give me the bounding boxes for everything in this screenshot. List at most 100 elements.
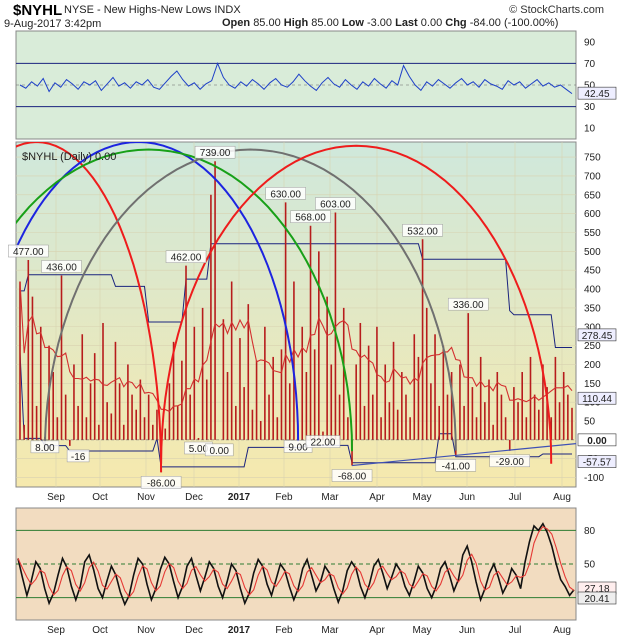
annotation-box (30, 440, 60, 454)
open-label: Open (222, 17, 251, 29)
annotation-box (489, 454, 530, 468)
annotation-box (165, 250, 207, 263)
annotation-box (290, 210, 331, 223)
last-label: Last (395, 17, 418, 29)
main-y-tick-label: 250 (584, 341, 601, 352)
annotation-label: 532.00 (407, 226, 438, 237)
price-label-box (577, 391, 617, 405)
annotation-label: 0.00 (209, 446, 229, 457)
rsi-line (19, 61, 573, 95)
stoch-x-tick-label: Apr (369, 625, 385, 636)
stoch-y-tick-label: 80 (584, 526, 596, 537)
stoch-x-tick-label: Jun (459, 625, 475, 636)
chart-symbol: $NYHL (13, 2, 63, 19)
cycle-arc-blue (16, 142, 300, 442)
annotation-label: 477.00 (13, 247, 44, 258)
stoch-y-tick-label: 50 (584, 560, 596, 571)
annotation-label: -41.00 (442, 461, 471, 472)
stoch-d-line (17, 526, 575, 599)
annotation-label: 462.00 (171, 253, 202, 264)
cycle-arc-red-1 (16, 142, 163, 473)
main-x-tick-label: Jul (509, 492, 522, 503)
stoch-x-tick-label: May (413, 625, 432, 636)
annotation-box (435, 459, 477, 472)
stoch-x-tick-label: Jul (509, 625, 522, 636)
moving-average (19, 281, 573, 413)
watermark: © StockCharts.com (509, 4, 604, 16)
high-label: High (283, 17, 309, 29)
ohlc-readout: Open 85.00 High 85.00 Low -3.00 Last 0.0… (222, 17, 558, 29)
main-y-tick-label: 350 (584, 303, 601, 314)
annotation-label: 336.00 (453, 300, 484, 311)
high-value: 85.00 (311, 17, 339, 29)
chg-label: Chg (445, 17, 467, 29)
main-y-tick-label: 200 (584, 360, 601, 371)
price-label-box (577, 433, 617, 447)
main-y-tick-label: 700 (584, 171, 601, 182)
annotation-box (41, 260, 82, 273)
main-y-tick-label: 300 (584, 322, 601, 333)
main-y-tick-label: 400 (584, 285, 601, 296)
low-label: Low (341, 17, 364, 29)
annotation-box (315, 197, 356, 210)
annotation-label: -16 (71, 452, 86, 463)
price-label-box (577, 328, 617, 342)
annotation-box (331, 469, 373, 482)
last-value: 0.00 (420, 17, 443, 29)
main-y-tick-label: 650 (584, 190, 601, 201)
rsi-y-tick-label: 30 (584, 102, 596, 113)
annotation-label: 5.00 (189, 444, 209, 455)
annotation-label: 630.00 (270, 189, 301, 200)
stoch-d-value-label: 27.18 (584, 584, 609, 595)
annotation-label: 568.00 (295, 213, 326, 224)
annotation-box (8, 244, 49, 258)
price-label-box (577, 455, 617, 468)
price-label: 278.45 (582, 331, 613, 342)
main-x-tick-label: Dec (185, 492, 203, 503)
stoch-x-tick-label: Sep (47, 625, 65, 636)
main-x-tick-label: Sep (47, 492, 65, 503)
price-label: 0.00 (587, 436, 607, 447)
annotation-box (265, 187, 306, 200)
stoch-k-value-box (577, 591, 617, 605)
rsi-value-box (577, 86, 617, 100)
main-x-tick-label: Jun (459, 492, 475, 503)
annotation-box (194, 145, 236, 159)
annotation-label: 739.00 (200, 148, 231, 159)
stoch-k-value-label: 20.41 (584, 594, 609, 605)
rsi-panel (15, 30, 577, 140)
chart-date: 9-Aug-2017 3:42pm (4, 18, 102, 30)
main-x-tick-label: May (413, 492, 432, 503)
main-x-tick-label: Feb (275, 492, 293, 503)
price-label: -57.57 (583, 458, 612, 469)
chg-value: -84.00 (-100.00%) (469, 17, 559, 29)
main-x-tick-label: Apr (369, 492, 385, 503)
annotation-box (66, 449, 90, 463)
annotation-label: 603.00 (320, 200, 351, 211)
stoch-x-tick-label: Aug (553, 625, 571, 636)
annotation-label: 8.00 (35, 443, 55, 454)
main-y-tick-label: 150 (584, 379, 601, 390)
main-legend: $NYHL (Daily) 0.00 (22, 151, 116, 163)
rsi-y-tick-label: 70 (584, 59, 596, 70)
stoch-x-tick-label: Nov (137, 625, 155, 636)
main-x-tick-label: Aug (553, 492, 571, 503)
stoch-k-line (17, 522, 575, 607)
annotation-box (140, 476, 182, 489)
stoch-x-tick-label: 2017 (228, 625, 251, 636)
annotation-label: -29.00 (496, 457, 525, 468)
stoch-x-tick-label: Dec (185, 625, 203, 636)
rsi-value-label: 42.45 (584, 89, 609, 100)
main-y-tick-label: 50 (584, 417, 596, 428)
main-y-tick-label: 450 (584, 266, 601, 277)
cycle-arc-red-2 (160, 144, 553, 464)
main-x-tick-label: Mar (321, 492, 339, 503)
annotation-label: 436.00 (46, 262, 77, 273)
rsi-y-tick-label: 90 (584, 37, 596, 48)
stoch-x-tick-label: Feb (275, 625, 293, 636)
trendline (351, 443, 576, 467)
annotation-label: 22.00 (310, 438, 335, 449)
annotation-box (447, 297, 489, 311)
main-x-tick-label: Oct (92, 492, 108, 503)
